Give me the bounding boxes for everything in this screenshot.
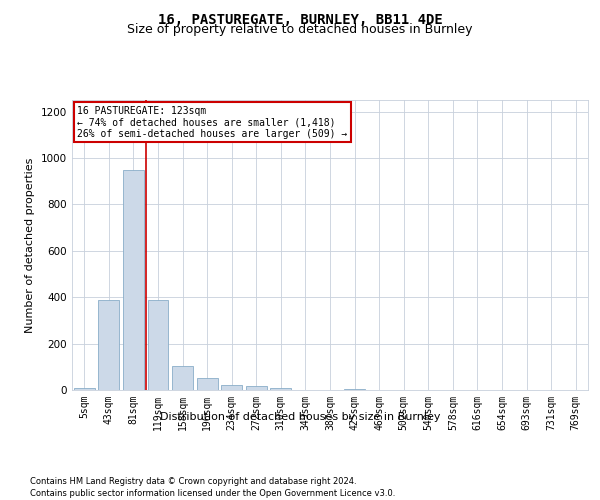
Bar (271, 388, 292, 390)
Bar (172, 366, 193, 390)
Bar (148, 300, 169, 390)
Text: 16 PASTUREGATE: 123sqm
← 74% of detached houses are smaller (1,418)
26% of semi-: 16 PASTUREGATE: 123sqm ← 74% of detached… (77, 106, 347, 139)
Bar (221, 386, 242, 390)
Bar (197, 378, 218, 390)
Bar (344, 389, 365, 390)
Text: Size of property relative to detached houses in Burnley: Size of property relative to detached ho… (127, 22, 473, 36)
Bar (123, 170, 144, 390)
Text: Contains HM Land Registry data © Crown copyright and database right 2024.: Contains HM Land Registry data © Crown c… (30, 478, 356, 486)
Bar (74, 388, 95, 390)
Text: Contains public sector information licensed under the Open Government Licence v3: Contains public sector information licen… (30, 489, 395, 498)
Text: Distribution of detached houses by size in Burnley: Distribution of detached houses by size … (160, 412, 440, 422)
Bar (98, 300, 119, 390)
Bar (246, 386, 267, 390)
Y-axis label: Number of detached properties: Number of detached properties (25, 158, 35, 332)
Text: 16, PASTUREGATE, BURNLEY, BB11 4DE: 16, PASTUREGATE, BURNLEY, BB11 4DE (158, 12, 442, 26)
